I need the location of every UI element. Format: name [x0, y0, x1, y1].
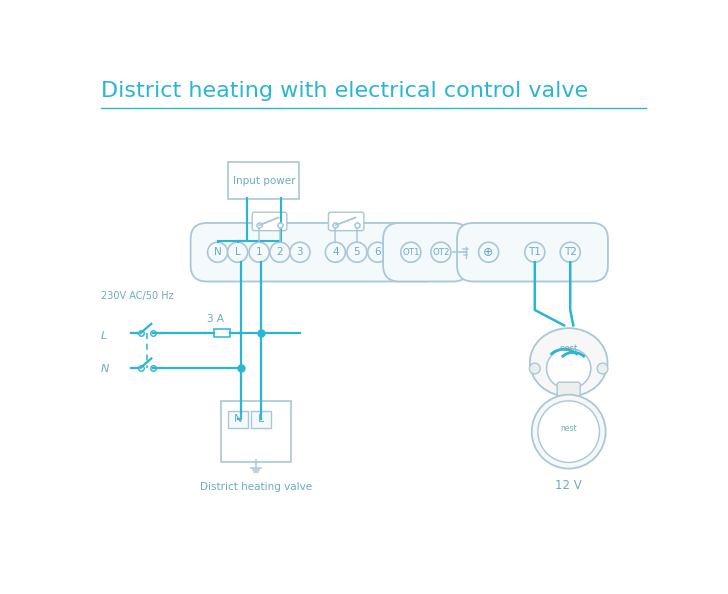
FancyBboxPatch shape: [191, 223, 442, 282]
FancyBboxPatch shape: [221, 401, 291, 462]
Text: ⊕: ⊕: [483, 246, 494, 259]
FancyBboxPatch shape: [457, 223, 608, 282]
Circle shape: [207, 242, 228, 262]
Text: OT2: OT2: [432, 248, 450, 257]
Circle shape: [538, 401, 599, 463]
FancyBboxPatch shape: [229, 162, 299, 199]
FancyBboxPatch shape: [383, 223, 470, 282]
Text: L: L: [258, 415, 264, 424]
Circle shape: [529, 363, 540, 374]
FancyBboxPatch shape: [252, 212, 287, 230]
FancyBboxPatch shape: [557, 382, 580, 396]
Text: 3 A: 3 A: [207, 314, 223, 324]
FancyBboxPatch shape: [328, 212, 364, 230]
Text: District heating valve: District heating valve: [200, 482, 312, 492]
Circle shape: [368, 242, 388, 262]
Circle shape: [597, 363, 608, 374]
Text: N: N: [214, 247, 221, 257]
Ellipse shape: [547, 348, 591, 389]
Text: L: L: [100, 331, 107, 341]
Ellipse shape: [530, 328, 607, 397]
Text: 4: 4: [332, 247, 339, 257]
Text: OT1: OT1: [402, 248, 419, 257]
Circle shape: [290, 242, 310, 262]
Text: T1: T1: [529, 247, 541, 257]
Text: 230V AC/50 Hz: 230V AC/50 Hz: [100, 291, 173, 301]
Circle shape: [270, 242, 290, 262]
Circle shape: [431, 242, 451, 262]
Circle shape: [401, 242, 421, 262]
Text: N: N: [100, 364, 109, 374]
Text: N: N: [234, 415, 242, 424]
Circle shape: [525, 242, 545, 262]
Circle shape: [249, 242, 269, 262]
Text: 6: 6: [374, 247, 381, 257]
Text: nest: nest: [561, 424, 577, 433]
FancyBboxPatch shape: [228, 411, 248, 428]
Circle shape: [228, 242, 248, 262]
Text: 3: 3: [296, 247, 304, 257]
Text: 1: 1: [256, 247, 263, 257]
Text: T2: T2: [563, 247, 577, 257]
FancyBboxPatch shape: [250, 411, 271, 428]
Text: Input power: Input power: [232, 176, 295, 185]
Circle shape: [531, 394, 606, 469]
FancyBboxPatch shape: [214, 329, 230, 337]
Circle shape: [325, 242, 345, 262]
Text: 5: 5: [354, 247, 360, 257]
Text: 12 V: 12 V: [555, 479, 582, 492]
Text: 2: 2: [277, 247, 283, 257]
Circle shape: [561, 242, 580, 262]
Text: District heating with electrical control valve: District heating with electrical control…: [100, 81, 587, 100]
Circle shape: [347, 242, 367, 262]
Circle shape: [478, 242, 499, 262]
Text: L: L: [234, 247, 240, 257]
Text: nest: nest: [560, 344, 578, 353]
